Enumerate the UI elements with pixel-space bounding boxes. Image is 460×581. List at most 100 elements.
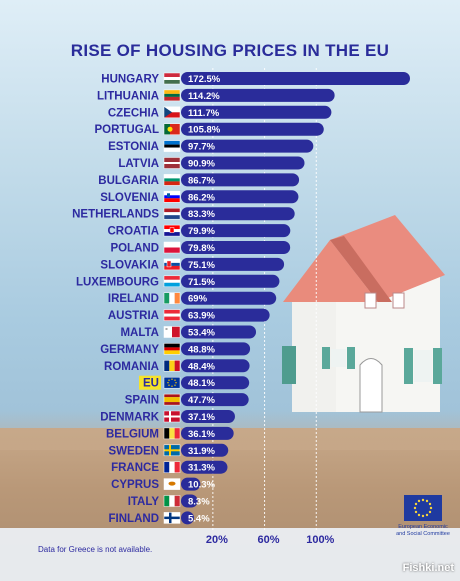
bar	[181, 376, 250, 390]
value-label: 86.7%	[188, 175, 215, 186]
bar-row: FINLAND 5.4%	[109, 511, 210, 525]
category-label: CROATIA	[107, 226, 159, 238]
slovenia-flag-icon	[163, 191, 181, 203]
bar	[181, 359, 250, 373]
value-label: 90.9%	[188, 159, 215, 170]
bar	[181, 207, 295, 221]
bar-row: PORTUGAL 105.8%	[94, 122, 324, 136]
lithuania-flag-icon	[163, 89, 181, 102]
bar	[181, 291, 277, 305]
watermark: Fishki.net	[402, 562, 454, 574]
footer-panel	[0, 528, 460, 581]
cyprus-flag-icon	[163, 478, 181, 490]
spain-flag-icon	[163, 393, 181, 406]
latvia-flag-icon	[163, 157, 181, 169]
value-label: 172.5%	[188, 74, 221, 85]
bar-row: SPAIN 47.7%	[125, 393, 249, 407]
hungary-flag-icon	[163, 72, 181, 85]
bar	[181, 511, 194, 525]
bar-row: SLOVAKIA 75.1%	[100, 257, 285, 271]
bar-row: LITHUANIA 114.2%	[97, 88, 335, 102]
category-label: LATVIA	[118, 158, 159, 170]
x-axis-ticks: 20% 60% 100%	[206, 534, 335, 546]
bar-row: GERMANY 48.8%	[100, 342, 251, 356]
bar	[181, 460, 228, 474]
eesc-logo: European Economic and Social Committee	[388, 495, 458, 537]
value-label: 75.1%	[188, 260, 215, 271]
value-label: 71.5%	[188, 277, 215, 288]
france-flag-icon	[163, 461, 181, 473]
bar-row: CROATIA 79.9%	[107, 224, 291, 238]
bar	[181, 410, 235, 423]
finland-flag-icon	[163, 512, 181, 524]
bar-row: BELGIUM 36.1%	[106, 426, 234, 440]
value-label: 48.4%	[188, 361, 215, 372]
category-label: DENMARK	[100, 412, 159, 424]
value-label: 83.3%	[188, 209, 215, 220]
value-label: 111.7%	[188, 108, 220, 119]
estonia-flag-icon	[163, 140, 181, 152]
category-label: SLOVENIA	[100, 192, 159, 204]
bar	[181, 105, 332, 119]
eu-highlight	[139, 375, 161, 390]
category-label: PORTUGAL	[94, 124, 159, 136]
value-label: 5.4%	[188, 513, 210, 524]
value-label: 31.3%	[188, 463, 215, 474]
bar	[181, 173, 300, 187]
bar-row: NETHERLANDS 83.3%	[72, 207, 295, 221]
category-label: SWEDEN	[109, 445, 159, 457]
austria-flag-icon	[163, 309, 181, 321]
category-label: LITHUANIA	[97, 90, 159, 102]
bar	[181, 88, 335, 102]
bar	[181, 494, 198, 508]
value-label: 37.1%	[188, 412, 215, 423]
luxembourg-flag-icon	[163, 275, 181, 288]
category-label: ESTONIA	[108, 141, 159, 153]
value-label: 63.9%	[188, 311, 215, 322]
category-label: ITALY	[128, 496, 160, 508]
poland-flag-icon	[163, 241, 181, 254]
category-label: GERMANY	[100, 344, 159, 356]
bar-row: AUSTRIA 63.9%	[108, 308, 270, 322]
bar	[181, 72, 410, 85]
bar-row: DENMARK 37.1%	[100, 410, 235, 424]
value-label: 79.9%	[188, 226, 215, 237]
sweden-flag-icon	[163, 444, 181, 457]
category-label: SPAIN	[125, 395, 159, 407]
netherlands-flag-icon	[163, 207, 181, 220]
germany-flag-icon	[163, 343, 181, 355]
bar-row: EU 48.1%	[139, 375, 250, 390]
bar	[181, 443, 229, 457]
value-label: 8.3%	[188, 497, 210, 508]
bulgaria-flag-icon	[163, 174, 181, 186]
value-label: 48.8%	[188, 344, 215, 355]
category-label: FRANCE	[111, 462, 159, 474]
tick-label: 60%	[258, 534, 280, 546]
bar-row: BULGARIA 86.7%	[98, 173, 300, 187]
footnote: Data for Greece is not available.	[38, 545, 153, 554]
bars: HUNGARY 172.5% LITHUANIA 114.2% CZECHIA 111.7…	[72, 72, 410, 525]
value-label: 48.1%	[188, 378, 215, 389]
croatia-flag-icon	[163, 224, 181, 237]
category-label: MALTA	[120, 327, 159, 339]
bar	[181, 241, 291, 254]
bar	[181, 325, 257, 339]
bar	[181, 122, 324, 136]
bar	[181, 224, 291, 238]
value-label: 114.2%	[188, 91, 220, 102]
value-label: 47.7%	[188, 395, 215, 406]
bar	[181, 190, 299, 204]
bar-row: ROMANIA 48.4%	[104, 359, 250, 373]
category-label: BULGARIA	[98, 175, 159, 187]
bar	[181, 342, 251, 356]
malta-flag-icon	[163, 326, 181, 338]
bar	[181, 274, 280, 288]
category-label: CZECHIA	[108, 107, 159, 119]
bar	[181, 426, 234, 440]
category-label: NETHERLANDS	[72, 209, 159, 221]
denmark-flag-icon	[163, 410, 181, 423]
bar-row: POLAND 79.8%	[110, 241, 291, 255]
bar	[181, 139, 314, 153]
